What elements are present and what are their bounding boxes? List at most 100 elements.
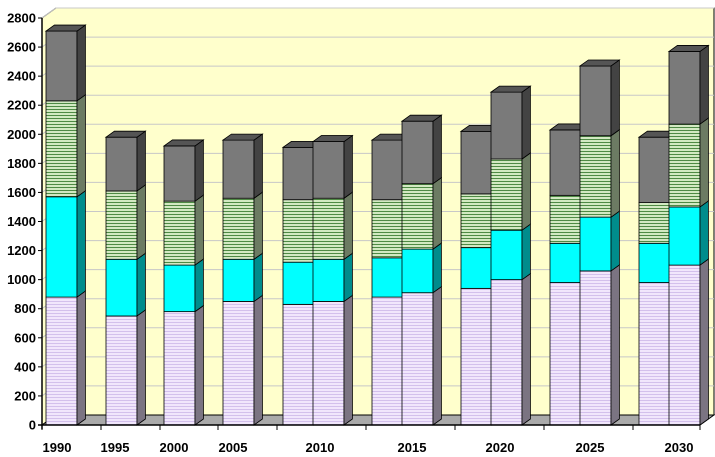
bars — [44, 24, 710, 426]
bar-2000-segment-2 — [163, 264, 196, 313]
bar-2030-segment-4-side — [699, 44, 709, 125]
bar-2005-segment-1 — [222, 301, 255, 426]
bar-2020-segment-4 — [490, 91, 523, 160]
bar-2025-segment-3 — [549, 194, 582, 244]
y-tick-label: 2800 — [7, 11, 36, 26]
x-tick-label: 1995 — [101, 440, 130, 455]
y-tick-label: 1800 — [7, 156, 36, 171]
bar-2030-segment-2 — [668, 206, 701, 266]
bar-2015-segment-3 — [401, 183, 434, 250]
bar-1995-segment-2 — [105, 258, 138, 317]
x-axis: 1990 1995 2000 2005 2010 2015 2020 2025 2030 — [41, 425, 701, 455]
x-tick-label: 2030 — [665, 440, 694, 455]
bar-2010-segment-4 — [282, 146, 315, 201]
bar-1990-segment-2-side — [76, 190, 86, 298]
bar-2030-segment-2 — [638, 242, 671, 283]
bar-top-2020 — [489, 85, 532, 93]
bar-2015-segment-4 — [401, 120, 434, 185]
bar-2015-segment-1 — [401, 292, 434, 426]
bar-1995-segment-1-side — [136, 309, 146, 426]
bar-2005-segment-2 — [222, 258, 255, 302]
bar-2025-segment-4 — [579, 65, 612, 137]
bar-2005-segment-2-side — [253, 252, 263, 303]
x-tick-label: 2005 — [219, 440, 248, 455]
bar-2005-segment-3 — [222, 197, 255, 260]
bar-2005-segment-1-side — [253, 294, 263, 426]
bar-2015-segment-4-side — [432, 114, 442, 185]
bar-2015-segment-3 — [371, 199, 404, 259]
bar-1995-segment-2-side — [136, 252, 146, 317]
bar-stack-1990 — [44, 24, 87, 426]
y-tick-label: 1000 — [7, 272, 36, 287]
bar-1990-segment-4 — [45, 30, 78, 102]
bar-2010-segment-1-side — [343, 294, 353, 426]
bar-2020-segment-4-side — [521, 85, 531, 160]
gridline — [41, 7, 714, 19]
bar-2030-segment-1 — [638, 282, 671, 426]
bar-2025-segment-4-side — [610, 59, 620, 137]
bar-top-2000 — [162, 139, 205, 147]
bar-1990-segment-3-side — [76, 94, 86, 198]
bar-top-2015 — [400, 114, 443, 122]
bar-2025-segment-2 — [579, 216, 612, 272]
bar-1990-segment-4-side — [76, 24, 86, 102]
bar-2000-segment-2-side — [194, 258, 204, 313]
bar-stack-2010 — [311, 134, 354, 426]
bar-2020-segment-1 — [460, 287, 493, 426]
bar-top-2010 — [311, 135, 354, 142]
bar-2030-segment-2-side — [699, 200, 709, 266]
bar-1990-segment-1 — [45, 296, 78, 426]
bar-2000-segment-1-side — [194, 304, 204, 426]
bar-stack-2015 — [400, 114, 443, 426]
bar-stack-2005 — [221, 133, 264, 426]
bar-2025-segment-1 — [549, 282, 582, 426]
bar-2010-segment-2-side — [343, 252, 353, 303]
y-tick-label: 600 — [14, 330, 36, 345]
bar-2030-segment-4 — [638, 136, 671, 204]
bar-2010-segment-4 — [312, 141, 345, 199]
bar-2020-segment-2 — [460, 247, 493, 289]
bar-stack-1995 — [104, 130, 147, 426]
bar-1995-segment-3 — [105, 190, 138, 260]
y-tick-label: 1200 — [7, 243, 36, 258]
bar-2020-segment-3 — [460, 193, 493, 249]
bar-2025-segment-2 — [549, 242, 582, 283]
bar-1995-segment-3-side — [136, 184, 146, 261]
bar-2010-segment-3-side — [343, 191, 353, 261]
bar-1990-segment-1-side — [76, 290, 86, 426]
bar-2020-segment-2-side — [521, 223, 531, 281]
bar-2030-segment-1 — [668, 264, 701, 426]
y-tick-label: 1400 — [7, 214, 36, 229]
bar-2030-segment-1-side — [699, 258, 709, 426]
bar-stack-2030 — [667, 44, 710, 426]
bar-2000-segment-4 — [163, 145, 196, 202]
bar-2015-segment-3-side — [432, 176, 442, 250]
bar-2015-segment-2 — [401, 248, 434, 294]
x-tick-label: 2010 — [306, 440, 335, 455]
x-tick-label: 2025 — [576, 440, 605, 455]
bar-2015-segment-1 — [371, 296, 404, 426]
bar-2010-segment-1 — [282, 303, 315, 426]
y-tick-label: 400 — [14, 359, 36, 374]
bar-top-2005 — [221, 133, 264, 141]
bar-2025-segment-2-side — [610, 210, 620, 272]
bar-2010-segment-3 — [312, 197, 345, 260]
bar-2015-segment-1-side — [432, 285, 442, 426]
bar-2020-segment-4 — [460, 130, 493, 195]
bar-2025-segment-3 — [579, 135, 612, 218]
bar-2000-segment-4-side — [194, 139, 204, 202]
bar-2005-segment-3-side — [253, 191, 263, 261]
bar-2020-segment-1-side — [521, 272, 531, 426]
y-tick-label: 2000 — [7, 127, 36, 142]
y-tick-label: 200 — [14, 388, 36, 403]
bar-2025-segment-3-side — [610, 128, 620, 218]
bar-2020-segment-3 — [490, 158, 523, 231]
y-tick-label: 1600 — [7, 185, 36, 200]
bar-2020-segment-1 — [490, 279, 523, 426]
bar-2020-segment-3-side — [521, 152, 531, 231]
bar-stack-2025 — [578, 59, 621, 426]
y-tick-label: 800 — [14, 301, 36, 316]
bar-2010-segment-1 — [312, 301, 345, 426]
